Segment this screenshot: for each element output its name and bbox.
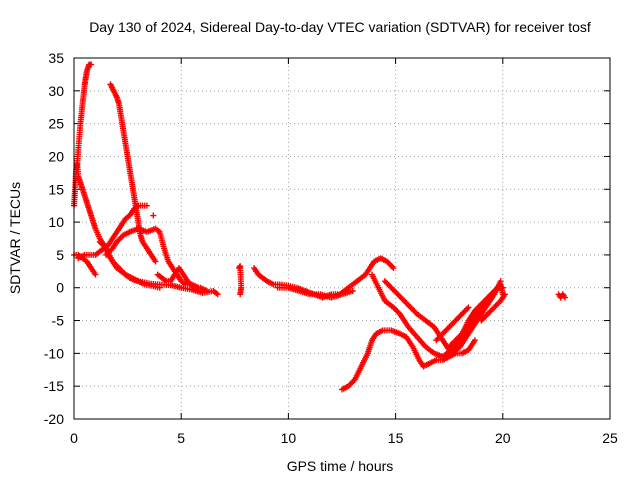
series-arc16: [446, 281, 506, 350]
y-tick-label: 5: [56, 247, 64, 263]
data-point: [156, 284, 163, 291]
data-point: [88, 61, 95, 68]
series-arc10: [236, 263, 245, 298]
series-arc7: [96, 238, 163, 291]
y-tick-label: -20: [44, 411, 64, 427]
plot-frame: [73, 57, 611, 420]
series-arc5: [107, 81, 159, 265]
y-tick-label: 20: [48, 148, 64, 164]
y-tick-label: 35: [48, 50, 64, 66]
y-tick-label: 10: [48, 214, 64, 230]
series-arc19: [555, 291, 568, 301]
data-point: [92, 271, 99, 278]
y-tick-label: -10: [44, 345, 64, 361]
y-tick-label: 25: [48, 116, 64, 132]
data-point: [501, 291, 508, 298]
x-tick-label: 10: [281, 430, 297, 446]
data-point: [214, 291, 221, 298]
series-arc8: [154, 265, 210, 295]
data-point: [390, 265, 397, 272]
series-arc13: [339, 327, 478, 393]
chart-title: Day 130 of 2024, Sidereal Day-to-day VTE…: [89, 19, 591, 35]
y-tick-labels: -20 -15 -10 -5 0 5 10 15 20 25 30 35: [44, 50, 64, 427]
series-arc9: [150, 212, 157, 219]
series-arc18: [478, 291, 508, 324]
data-point: [561, 294, 568, 301]
data-point: [465, 304, 472, 311]
data-point: [152, 258, 159, 265]
y-tick-label: 30: [48, 83, 64, 99]
data-point: [471, 337, 478, 344]
data-point: [203, 288, 210, 295]
x-tick-label: 0: [70, 430, 78, 446]
x-axis-label: GPS time / hours: [287, 458, 394, 474]
series-arc17: [433, 304, 472, 344]
x-tick-label: 20: [495, 430, 511, 446]
data-point: [349, 288, 356, 295]
data-points: [71, 61, 568, 393]
series-arc4: [75, 202, 150, 262]
y-tick-label: 0: [56, 280, 64, 296]
y-axis-label: SDTVAR / TECUs: [7, 182, 23, 294]
x-tick-labels: 0 5 10 15 20 25: [70, 430, 618, 446]
data-point: [237, 291, 244, 298]
data-point: [150, 212, 157, 219]
series-arc15: [381, 278, 504, 357]
data-point: [143, 202, 150, 209]
x-tick-label: 15: [388, 430, 404, 446]
x-tick-label: 25: [602, 430, 618, 446]
x-tick-label: 5: [177, 430, 185, 446]
y-tick-label: -5: [52, 313, 65, 329]
series-arc12: [274, 284, 356, 301]
y-tick-label: -15: [44, 378, 64, 394]
y-tick-label: 15: [48, 181, 64, 197]
